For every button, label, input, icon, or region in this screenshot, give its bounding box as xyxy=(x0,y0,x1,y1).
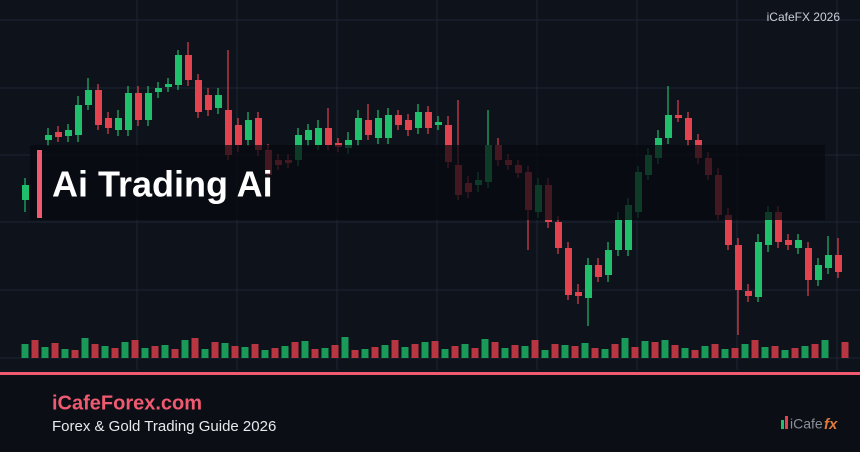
logo-candle xyxy=(785,416,788,429)
logo-accent: fx xyxy=(824,416,838,433)
title: Ai Trading Ai xyxy=(52,164,273,205)
tagline: Forex & Gold Trading Guide 2026 xyxy=(52,418,276,435)
green-bodies xyxy=(22,55,832,298)
volume xyxy=(21,337,849,358)
logo-candle xyxy=(781,420,784,429)
watermark: iCafeFX 2026 xyxy=(767,10,841,24)
title-accent xyxy=(37,150,42,218)
volume-red xyxy=(31,338,849,358)
footer-rule xyxy=(0,372,860,375)
volume-green xyxy=(21,337,829,358)
title-panel xyxy=(30,145,825,220)
logo-text: iCafe xyxy=(790,416,823,432)
logo: iCafe fx xyxy=(781,416,838,433)
brand: iCafeForex.com xyxy=(52,392,202,414)
footer xyxy=(0,372,860,452)
